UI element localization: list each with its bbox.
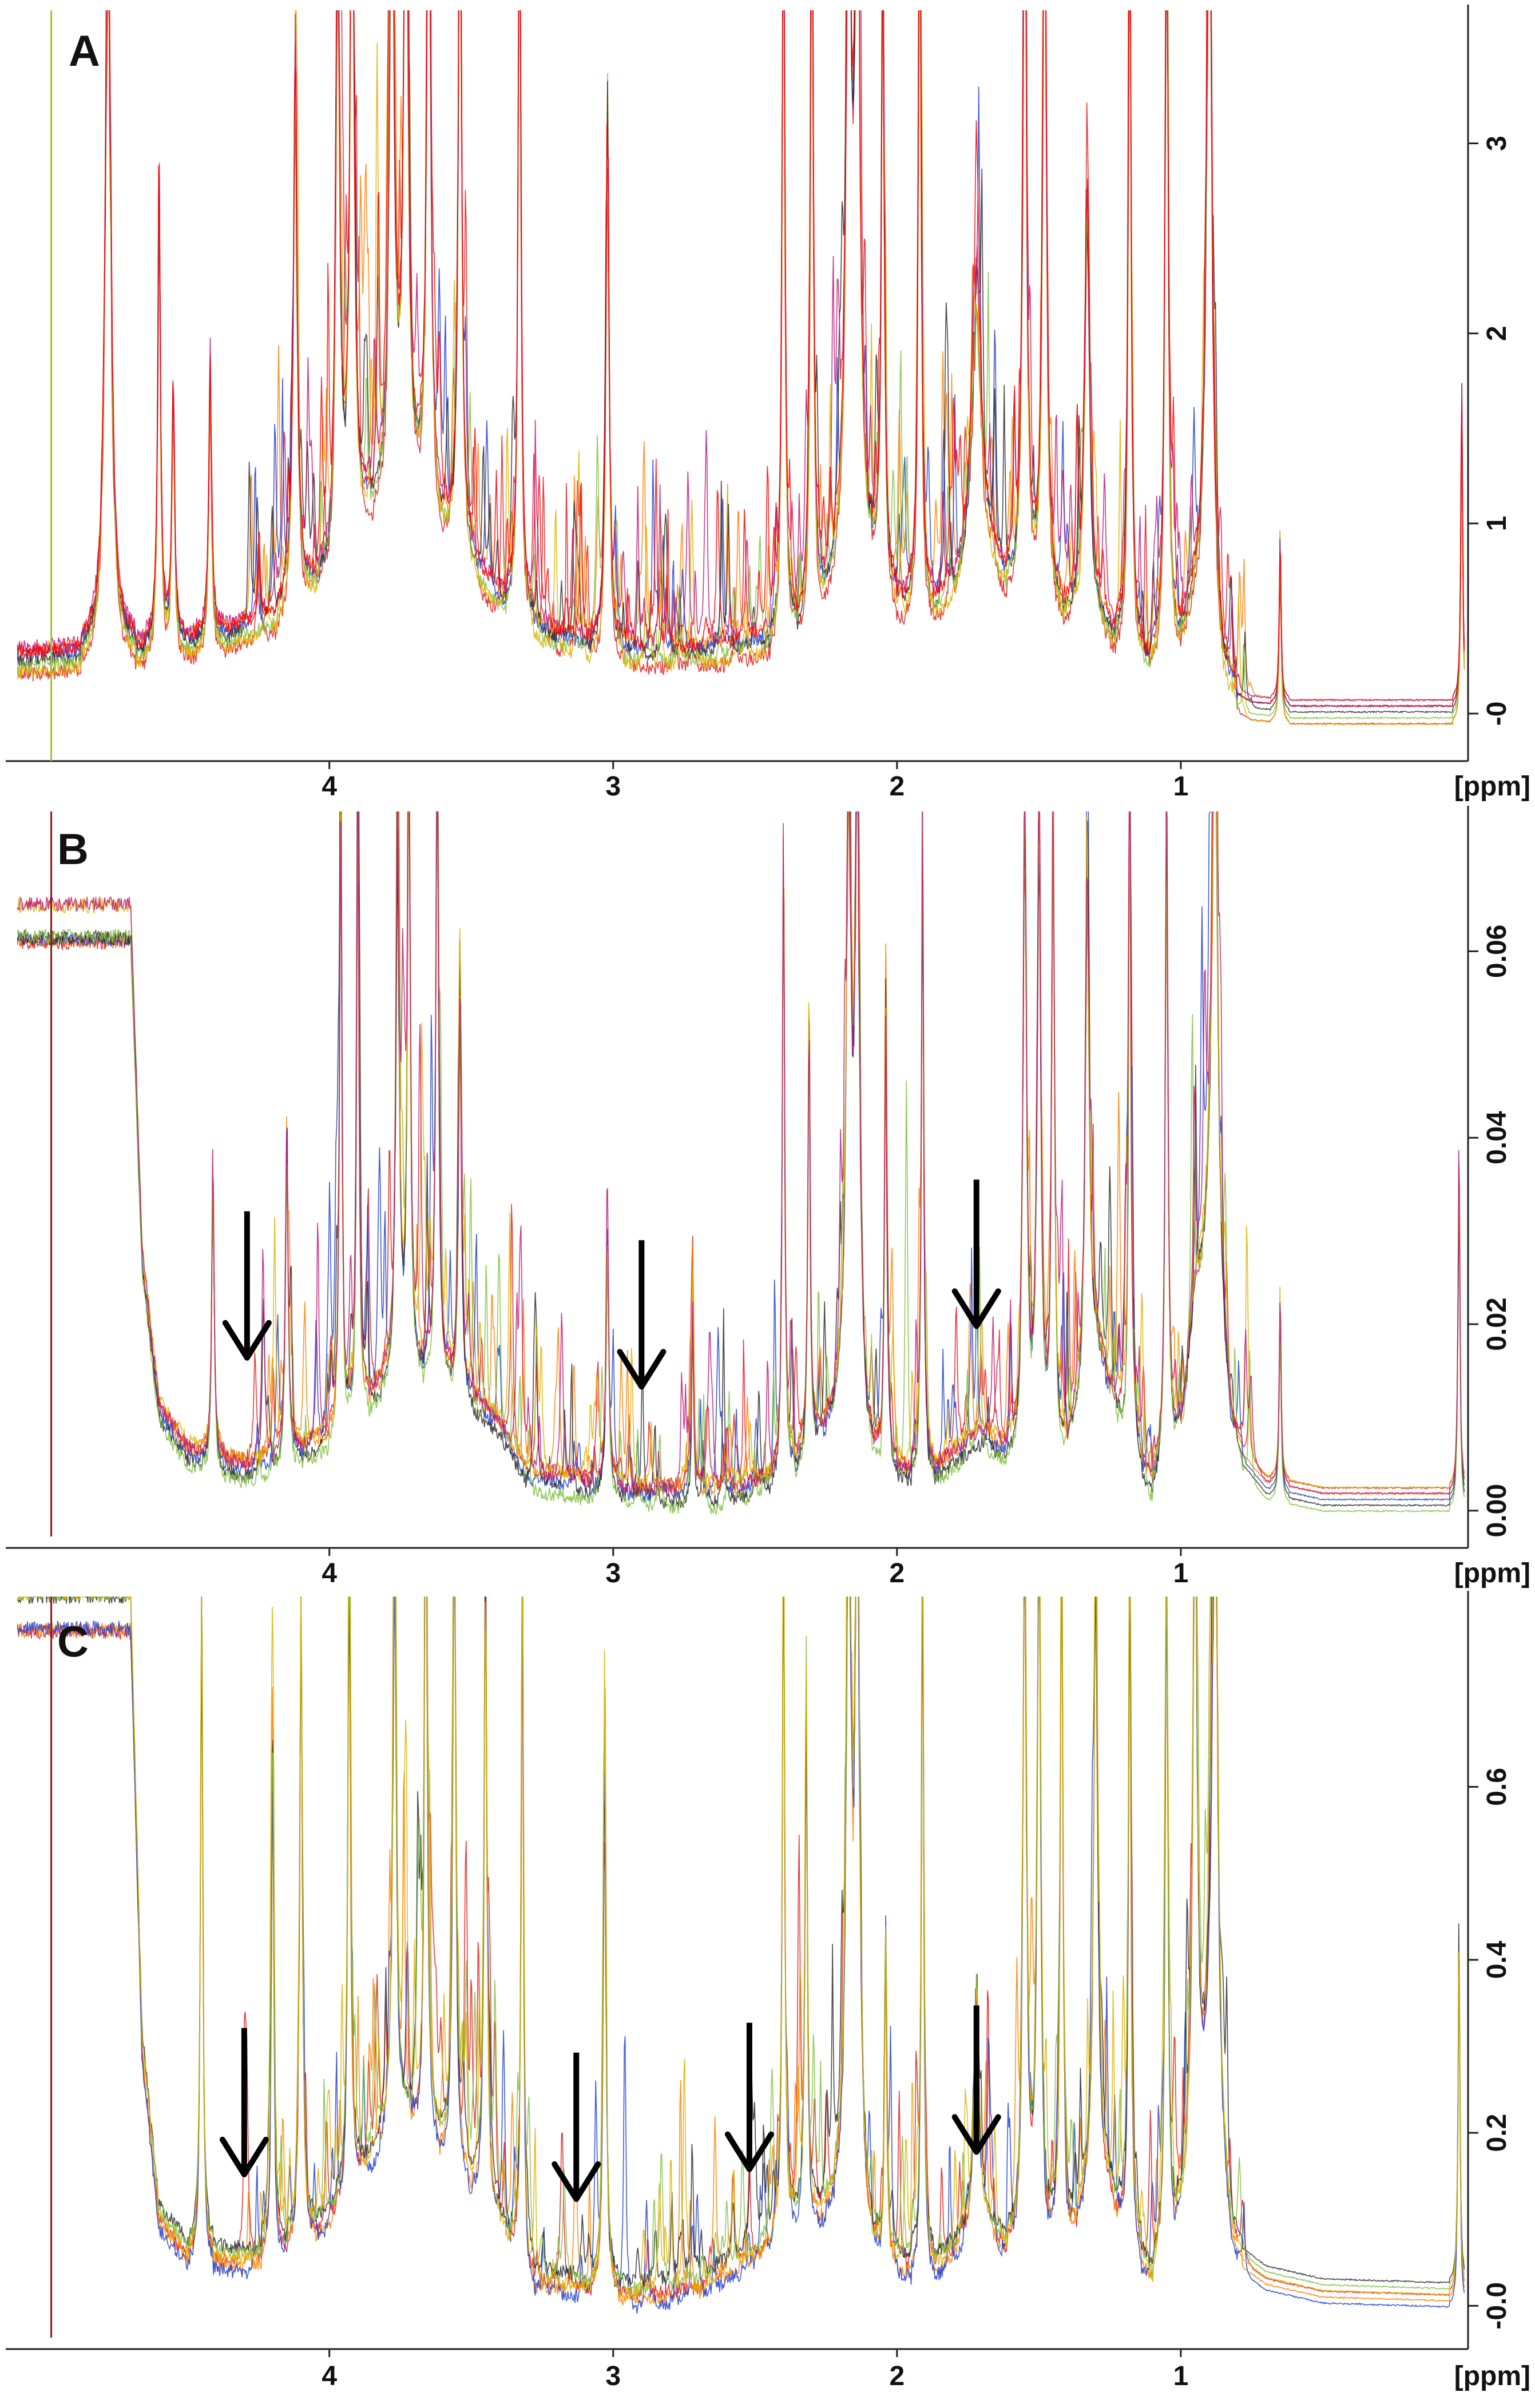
x-tick-label: 4 — [322, 771, 337, 802]
spectrum-line-6 — [17, 1597, 1465, 2301]
y-tick-label: 0.2 — [1482, 2114, 1512, 2152]
y-tick-label: -0 — [1482, 702, 1512, 726]
x-tick-label: 1 — [1173, 1558, 1189, 1589]
annotation-arrow — [552, 2052, 601, 2202]
y-tick-label: 0.4 — [1482, 1940, 1512, 1979]
spectrum-line-6 — [17, 10, 1465, 726]
y-tick-label: 0.02 — [1482, 1297, 1512, 1350]
spectra-series — [17, 10, 1465, 726]
panel-letter: C — [57, 1618, 89, 1666]
x-tick-label: 2 — [889, 771, 905, 802]
x-tick-label: 3 — [605, 771, 621, 802]
x-tick-label: 2 — [889, 1558, 905, 1589]
x-axis-unit-label: [ppm] — [1454, 1558, 1530, 1589]
annotation-arrow — [951, 2005, 1001, 2155]
annotation-arrow — [617, 1240, 667, 1390]
x-tick-label: 1 — [1173, 771, 1189, 802]
x-tick-label: 4 — [322, 2361, 337, 2391]
y-tick-label: 2 — [1482, 326, 1512, 341]
spectrum-line-2 — [17, 1597, 1465, 2307]
panel-b: 4 3 2 1 [ppm] 0.00 0.02 0.04 0.06 B — [6, 806, 1530, 1589]
spectrum-line-3 — [17, 1597, 1465, 2314]
x-tick-label: 3 — [605, 2361, 621, 2391]
panel-letter: A — [69, 27, 100, 76]
annotation-arrow — [724, 2022, 774, 2172]
y-tick-label: -0.0 — [1482, 2282, 1512, 2330]
panel-a: 4 3 2 1 [ppm] -0 1 2 3 A — [6, 5, 1530, 802]
y-tick-label: 1 — [1482, 516, 1512, 531]
panel-letter: B — [57, 825, 89, 874]
x-axis-unit-label: [ppm] — [1454, 2361, 1530, 2391]
annotation-arrow — [222, 1211, 272, 1361]
annotation-arrow — [951, 1179, 1001, 1329]
y-tick-label: 0.06 — [1482, 925, 1512, 978]
spectrum-line-5 — [17, 10, 1465, 720]
x-tick-label: 4 — [322, 1558, 337, 1589]
annotation-arrow — [219, 2027, 269, 2177]
y-tick-label: 0.00 — [1482, 1484, 1512, 1537]
spectra-series — [17, 1597, 1465, 2314]
y-tick-label: 0.6 — [1482, 1768, 1512, 1806]
spectra-series — [17, 811, 1465, 1515]
x-tick-label: 3 — [605, 1558, 621, 1589]
spectrum-line-7 — [17, 811, 1465, 1498]
x-tick-label: 2 — [889, 2361, 905, 2391]
x-axis-unit-label: [ppm] — [1454, 771, 1530, 802]
panel-c: 4 3 2 1 [ppm] -0.0 0.2 0.4 0.6 C — [6, 1591, 1530, 2391]
y-tick-label: 0.04 — [1482, 1111, 1512, 1165]
x-tick-label: 1 — [1173, 2361, 1189, 2391]
spectrum-line-7 — [17, 10, 1465, 702]
spectrum-line-8 — [17, 10, 1465, 708]
y-tick-label: 3 — [1482, 136, 1512, 151]
